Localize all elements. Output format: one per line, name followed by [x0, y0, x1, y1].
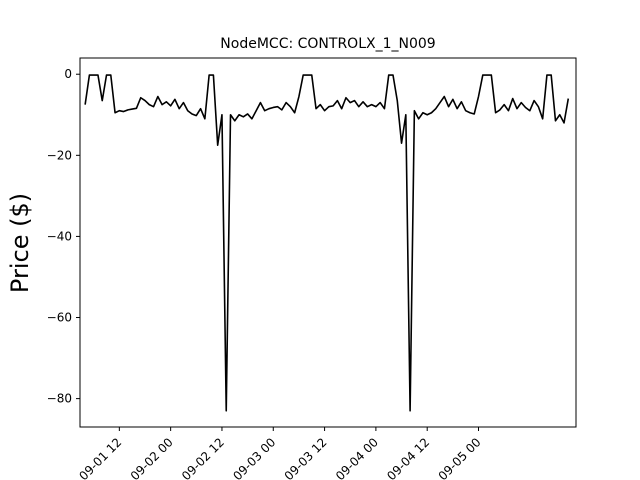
y-tick-label: −80 — [47, 392, 72, 406]
x-tick-label: 09-04 12 — [384, 435, 432, 480]
x-tick-label: 09-02 00 — [128, 435, 176, 480]
x-tick-label: 09-03 00 — [230, 435, 278, 480]
x-tick-label: 09-02 12 — [179, 435, 227, 480]
x-tick-label: 09-01 12 — [76, 435, 124, 480]
price-series-line — [84, 74, 570, 412]
plot-frame — [79, 57, 577, 428]
y-axis-label: Price ($) — [6, 193, 34, 293]
y-tick-label: 0 — [64, 67, 72, 81]
x-tick-label: 09-04 00 — [333, 435, 381, 480]
x-tick-label: 09-05 00 — [436, 435, 484, 480]
y-tick-label: −40 — [47, 229, 72, 243]
y-tick-label: −20 — [47, 148, 72, 162]
x-tick-label: 09-03 12 — [282, 435, 330, 480]
chart-title: NodeMCC: CONTROLX_1_N009 — [220, 36, 435, 52]
y-axis: 0 −20 −40 −60 −80 — [47, 67, 80, 406]
x-axis: 09-01 12 09-02 00 09-02 12 09-03 00 09-03 12… — [76, 427, 484, 480]
y-tick-label: −60 — [47, 311, 72, 325]
